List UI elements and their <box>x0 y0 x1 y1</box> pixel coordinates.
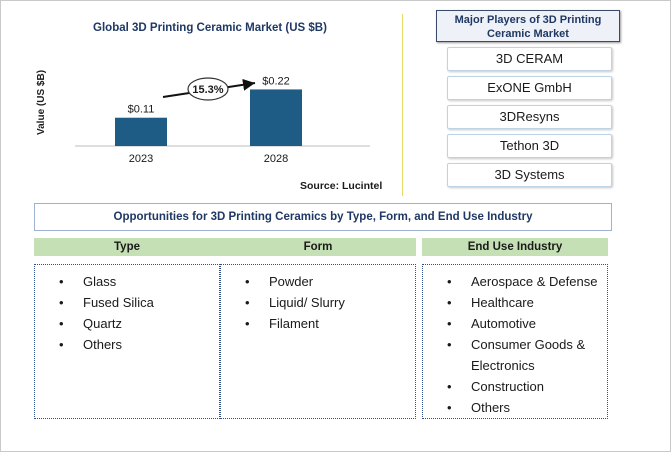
x-tick-label: 2023 <box>129 153 153 165</box>
bar-value-label: $0.22 <box>262 75 290 87</box>
source-note: Source: Lucintel <box>300 180 383 192</box>
segment-item: Construction <box>423 376 607 397</box>
segment-item: Liquid/ Slurry <box>221 292 415 313</box>
x-tick-label: 2028 <box>264 153 288 165</box>
chart-title: Global 3D Printing Ceramic Market (US $B… <box>93 22 327 34</box>
segment-item: Glass <box>35 271 219 292</box>
segment-item: Filament <box>221 313 415 334</box>
segment-item: Quartz <box>35 313 219 334</box>
segment-item: Automotive <box>423 313 607 334</box>
column-list-box: PowderLiquid/ SlurryFilament <box>220 264 416 419</box>
player-item: 3DResyns <box>447 105 612 129</box>
segment-item: Others <box>423 397 607 418</box>
player-item: Tethon 3D <box>447 134 612 158</box>
column-heading: Form <box>220 238 416 256</box>
player-item: 3D CERAM <box>447 47 612 71</box>
player-item: ExONE GmbH <box>447 76 612 100</box>
bar-chart: $0.11 2023 $0.22 2028 15.3% <box>75 75 370 165</box>
bar-value-label: $0.11 <box>128 104 155 116</box>
opportunities-title: Opportunities for 3D Printing Ceramics b… <box>34 203 612 231</box>
segment-list: Aerospace & DefenseHealthcareAutomotiveC… <box>423 265 607 418</box>
cagr-badge <box>187 77 229 101</box>
section-divider <box>402 14 403 196</box>
segment-item: Others <box>35 334 219 355</box>
segment-item: Powder <box>221 271 415 292</box>
segment-list: PowderLiquid/ SlurryFilament <box>221 265 415 334</box>
segment-item: Healthcare <box>423 292 607 313</box>
cagr-label: 15.3% <box>192 84 223 96</box>
column-heading: Type <box>34 238 220 256</box>
column-list-box: GlassFused SilicaQuartzOthers <box>34 264 220 419</box>
players-panel-title: Major Players of 3D Printing Ceramic Mar… <box>436 10 620 42</box>
player-item: 3D Systems <box>447 163 612 187</box>
column-list-box: Aerospace & DefenseHealthcareAutomotiveC… <box>422 264 608 419</box>
segment-item: Aerospace & Defense <box>423 271 607 292</box>
bar-2028 <box>250 89 302 146</box>
segment-item: Consumer Goods & Electronics <box>423 334 607 376</box>
column-heading: End Use Industry <box>422 238 608 256</box>
segment-list: GlassFused SilicaQuartzOthers <box>35 265 219 355</box>
segment-item: Fused Silica <box>35 292 219 313</box>
bar-2023 <box>115 117 167 146</box>
